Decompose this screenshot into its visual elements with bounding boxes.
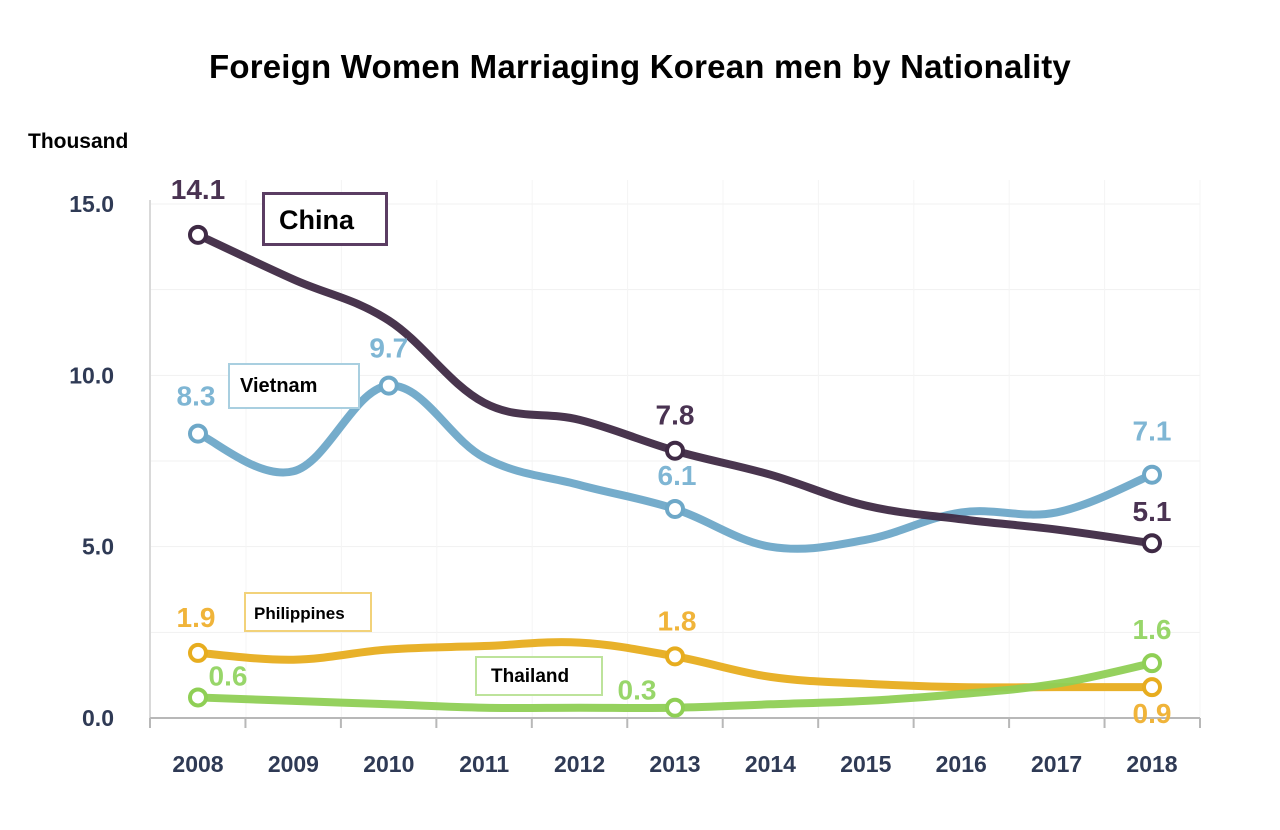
x-tick-label: 2012 [554,751,605,777]
data-label-china: 5.1 [1133,496,1172,527]
data-point-thailand [665,697,685,718]
tick-labels: 0.0 5.0 10.0 15.0 2008 2009 2010 2011 2012 2013 20… [69,191,1178,777]
y-tick-label: 5.0 [82,534,114,560]
legend-vietnam: Vietnam [228,363,360,409]
y-axis-unit-label: Thousand [28,130,129,153]
data-point-china [1142,533,1162,554]
x-tick-label: 2018 [1126,751,1177,777]
series-line-china [194,230,1156,548]
data-point-vietnam [665,498,685,519]
chart-title: Foreign Women Marriaging Korean men by N… [208,48,1071,85]
data-point-philippines [665,646,685,667]
y-tick-label: 10.0 [69,362,114,388]
axes [149,200,1201,728]
legend-china: China [262,192,388,246]
data-label-philippines: 1.8 [658,605,697,636]
y-tick-label: 15.0 [69,191,114,217]
data-label-china: 7.8 [656,400,695,431]
x-tick-label: 2009 [268,751,319,777]
data-point-vietnam [188,423,208,444]
data-label-vietnam: 8.3 [177,381,216,412]
data-point-vietnam [1142,464,1162,485]
x-tick-label: 2016 [936,751,987,777]
data-point-philippines [188,642,208,663]
x-tick-label: 2014 [745,751,796,777]
data-label-thailand: 0.3 [618,675,657,706]
data-label-philippines: 1.9 [177,602,216,633]
data-label-thailand: 0.6 [209,660,248,691]
data-label-vietnam: 7.1 [1133,416,1172,447]
y-tick-label: 0.0 [82,705,114,731]
x-tick-label: 2015 [840,751,891,777]
x-tick-label: 2017 [1031,751,1082,777]
data-point-thailand [188,687,208,708]
data-label-vietnam: 9.7 [369,333,408,364]
data-point-china [188,224,208,245]
legend-thailand: Thailand [475,656,603,696]
series-markers [188,224,1162,718]
x-tick-label: 2010 [363,751,414,777]
data-point-china [665,440,685,461]
legend-philippines: Philippines [244,592,372,632]
data-point-philippines [1142,677,1162,698]
x-tick-label: 2011 [459,751,509,777]
x-tick-label: 2008 [172,751,223,777]
data-point-vietnam [378,375,399,396]
data-point-thailand [1142,653,1162,674]
data-label-thailand: 1.6 [1133,614,1172,645]
data-label-china: 14.1 [171,174,226,205]
data-label-vietnam: 6.1 [658,460,697,491]
data-labels: 1.9 1.8 0.9 0.6 0.3 1.6 8.3 9.7 6.1 7.1 14.1 7.8 5.1 [171,174,1172,729]
data-label-philippines: 0.9 [1133,698,1172,729]
series-line-vietnam [194,381,1156,553]
x-tick-label: 2013 [649,751,700,777]
